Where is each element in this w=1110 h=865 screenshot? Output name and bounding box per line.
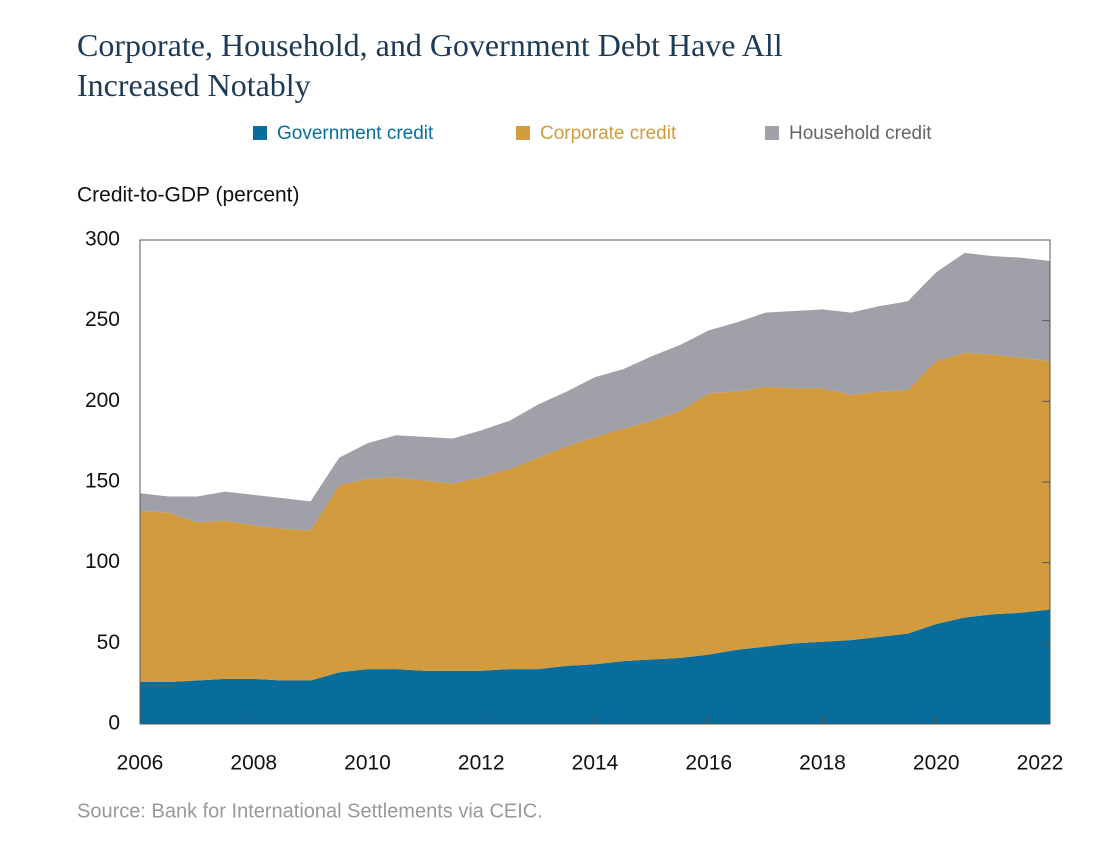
y-tick-label: 300 <box>85 228 120 251</box>
x-tick-label: 2006 <box>117 752 164 775</box>
x-tick-label: 2008 <box>230 752 277 775</box>
y-tick-label: 250 <box>85 308 120 331</box>
y-axis-label: Credit-to-GDP (percent) <box>77 184 300 207</box>
chart-title: Increased Notably <box>77 67 311 103</box>
chart-title: Corporate, Household, and Government Deb… <box>77 27 783 63</box>
source-note: Source: Bank for International Settlemen… <box>77 800 543 822</box>
y-tick-label: 150 <box>85 470 120 493</box>
legend-swatch <box>516 126 530 140</box>
x-tick-label: 2020 <box>913 752 960 775</box>
legend-swatch <box>253 126 267 140</box>
legend-label: Household credit <box>789 123 932 144</box>
y-tick-label: 200 <box>85 389 120 412</box>
legend-swatch <box>765 126 779 140</box>
y-tick-label: 50 <box>97 631 120 654</box>
area <box>140 352 1050 683</box>
area <box>140 609 1050 724</box>
x-tick-label: 2022 <box>1017 752 1064 775</box>
x-tick-label: 2012 <box>458 752 505 775</box>
x-tick-label: 2018 <box>799 752 846 775</box>
x-tick-label: 2010 <box>344 752 391 775</box>
legend-label: Corporate credit <box>540 123 677 144</box>
x-tick-label: 2016 <box>685 752 732 775</box>
x-tick-label: 2014 <box>572 752 619 775</box>
area <box>140 252 1050 531</box>
y-tick-label: 0 <box>108 712 120 735</box>
y-tick-label: 100 <box>85 550 120 573</box>
legend-label: Government credit <box>277 123 434 144</box>
